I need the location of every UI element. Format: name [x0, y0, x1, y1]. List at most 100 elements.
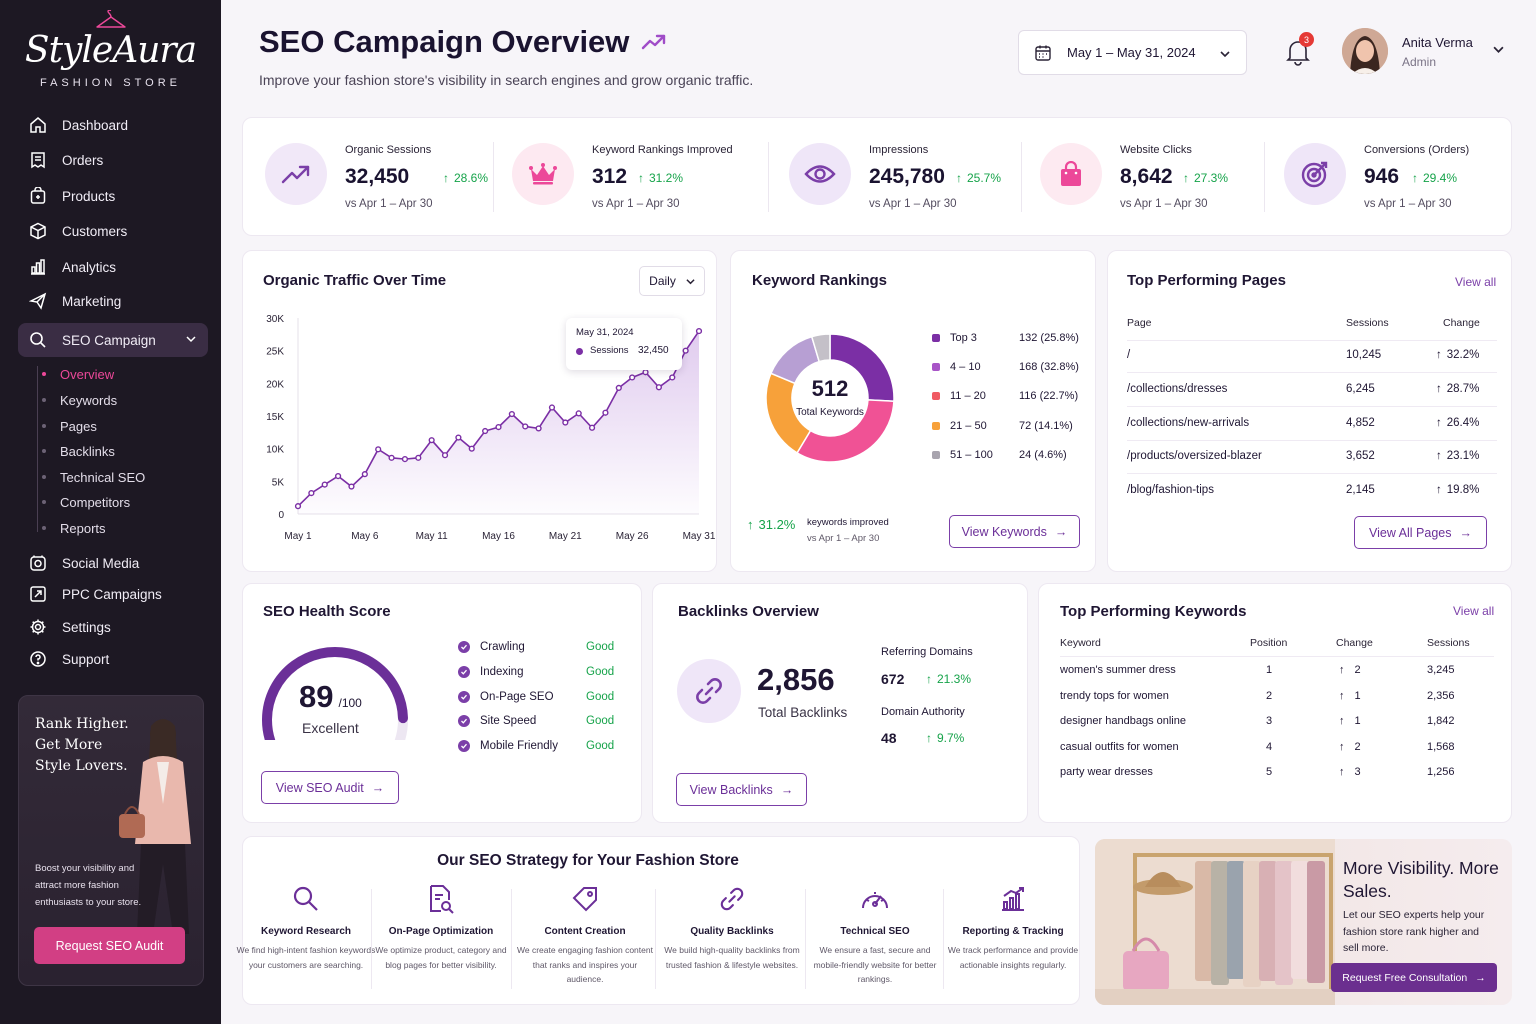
- strategy-item-title: Technical SEO: [840, 926, 910, 937]
- data-point[interactable]: [548, 404, 556, 411]
- legend-item: Top 3: [932, 332, 977, 344]
- data-point[interactable]: [629, 374, 636, 381]
- data-point[interactable]: [468, 445, 475, 452]
- sidebar-item-marketing[interactable]: Marketing: [18, 284, 208, 318]
- donut-slice[interactable]: [810, 333, 831, 363]
- page-path[interactable]: /collections/new-arrivals: [1127, 416, 1250, 429]
- page-path[interactable]: /: [1127, 349, 1131, 361]
- view-all-pages-link[interactable]: View all: [1455, 275, 1497, 289]
- y-tick-label: 15K: [266, 412, 284, 423]
- keyword-change: ↑ 2: [1339, 664, 1361, 676]
- page-path[interactable]: /products/oversized-blazer: [1127, 450, 1262, 463]
- data-point[interactable]: [522, 423, 529, 430]
- subnav-item-overview[interactable]: Overview: [30, 363, 114, 385]
- data-point[interactable]: [334, 473, 342, 480]
- data-point[interactable]: [361, 471, 368, 478]
- view-seo-audit-button[interactable]: View SEO Audit →: [261, 771, 399, 804]
- view-all-keywords-link[interactable]: View all: [1453, 604, 1495, 618]
- change-value: 9.7%: [937, 731, 965, 745]
- page-path[interactable]: /collections/dresses: [1127, 382, 1228, 395]
- sidebar-item-seo-campaign[interactable]: SEO Campaign: [18, 323, 208, 357]
- request-seo-audit-button[interactable]: Request SEO Audit: [34, 927, 185, 964]
- health-check-item: Crawling: [458, 641, 525, 653]
- data-point[interactable]: [415, 454, 422, 461]
- subnav-label: Competitors: [60, 494, 131, 510]
- data-point[interactable]: [695, 327, 703, 335]
- data-point[interactable]: [588, 424, 596, 431]
- subnav-item-reports[interactable]: Reports: [30, 517, 106, 539]
- search-icon: [293, 886, 318, 911]
- data-point[interactable]: [682, 347, 689, 354]
- health-check-item: Indexing: [458, 665, 523, 678]
- domain-authority-value: 48: [881, 730, 897, 746]
- health-score-gauge: [262, 647, 408, 740]
- request-consultation-button[interactable]: Request Free Consultation →: [1331, 963, 1497, 992]
- keywords-improved-change: ↑ 31.2%: [747, 517, 795, 532]
- data-point[interactable]: [308, 489, 315, 497]
- data-point[interactable]: [669, 374, 676, 381]
- sidebar-item-settings[interactable]: Settings: [18, 610, 208, 644]
- change-value: 19.8%: [1446, 484, 1480, 497]
- sidebar-item-dashboard[interactable]: Dashboard: [18, 108, 208, 142]
- brand-logo[interactable]: StyleAura FASHION STORE: [0, 10, 221, 89]
- data-point[interactable]: [495, 424, 502, 431]
- subnav-item-keywords[interactable]: Keywords: [30, 389, 117, 411]
- sidebar-item-products[interactable]: Products: [18, 179, 208, 213]
- data-point[interactable]: [642, 369, 649, 376]
- kpi-change: ↑ 27.3%: [1183, 171, 1228, 185]
- keyword-text[interactable]: party wear dresses: [1060, 766, 1153, 778]
- keyword-change: ↑ 3: [1339, 766, 1361, 778]
- banner-title: More Visibility. More Sales.: [1343, 858, 1499, 901]
- change-value: 23.1%: [1446, 450, 1480, 463]
- keyword-text[interactable]: trendy tops for women: [1060, 689, 1169, 702]
- top-pages-card: Top Performing Pages View all Page Sessi…: [1107, 250, 1512, 572]
- avatar[interactable]: [1342, 28, 1388, 74]
- data-point[interactable]: [455, 434, 462, 441]
- data-point[interactable]: [294, 503, 302, 510]
- data-point[interactable]: [508, 410, 515, 418]
- keyword-text[interactable]: casual outfits for women: [1060, 740, 1179, 753]
- help-icon: [28, 649, 48, 669]
- data-point[interactable]: [401, 456, 409, 463]
- promo-title: Rank Higher. Get More Style Lovers.: [35, 716, 129, 774]
- data-point[interactable]: [375, 446, 382, 453]
- sidebar-item-ppc-campaigns[interactable]: PPC Campaigns: [18, 577, 208, 611]
- sidebar-item-social-media[interactable]: Social Media: [18, 546, 208, 580]
- view-backlinks-button[interactable]: View Backlinks →: [676, 773, 807, 806]
- subnav-item-competitors[interactable]: Competitors: [30, 491, 130, 513]
- data-point[interactable]: [482, 427, 489, 435]
- data-point[interactable]: [615, 384, 622, 392]
- chevron-down-icon[interactable]: [1493, 44, 1504, 55]
- data-point[interactable]: [321, 481, 328, 488]
- view-keywords-button[interactable]: View Keywords →: [949, 515, 1080, 548]
- data-point[interactable]: [575, 410, 582, 417]
- subnav-item-technical-seo[interactable]: Technical SEO: [30, 466, 145, 488]
- page-path[interactable]: /blog/fashion-tips: [1127, 484, 1214, 497]
- data-point[interactable]: [535, 425, 542, 432]
- change-value: 1: [1354, 689, 1361, 702]
- subnav-item-pages[interactable]: Pages: [30, 415, 97, 437]
- sidebar-item-analytics[interactable]: Analytics: [18, 250, 208, 284]
- date-range-picker[interactable]: May 1 – May 31, 2024: [1018, 30, 1247, 75]
- data-point[interactable]: [348, 483, 355, 490]
- period-select[interactable]: Daily: [639, 266, 705, 296]
- keyword-text[interactable]: women's summer dress: [1060, 664, 1176, 676]
- kpi-divider: [1264, 142, 1265, 212]
- row-divider: [1127, 439, 1497, 441]
- keyword-text[interactable]: designer handbags online: [1060, 715, 1186, 727]
- sidebar-item-customers[interactable]: Customers: [18, 214, 208, 248]
- subnav-item-backlinks[interactable]: Backlinks: [30, 440, 115, 462]
- data-point[interactable]: [602, 409, 609, 416]
- change-value: 1: [1354, 715, 1361, 727]
- sidebar-item-support[interactable]: Support: [18, 642, 208, 676]
- health-check-label: Site Speed: [480, 715, 537, 728]
- data-point[interactable]: [562, 419, 569, 426]
- kpi-divider: [768, 142, 769, 212]
- y-tick-label: 5K: [272, 477, 285, 488]
- data-point[interactable]: [441, 452, 449, 459]
- data-point[interactable]: [428, 437, 435, 444]
- data-point[interactable]: [388, 454, 395, 461]
- data-point[interactable]: [655, 384, 663, 391]
- sidebar-item-orders[interactable]: Orders: [18, 143, 208, 177]
- view-all-pages-button[interactable]: View All Pages →: [1354, 516, 1487, 549]
